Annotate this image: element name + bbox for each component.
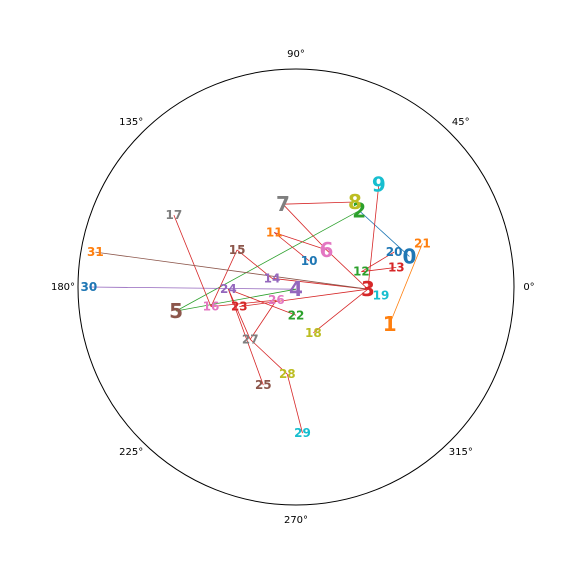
angle-tick-label: 90° [287,49,305,60]
link-line [282,201,355,205]
link-line [273,232,310,262]
link-line [228,289,264,386]
point-label: 25 [255,378,272,392]
point-label: 2 [352,199,366,223]
link-line [326,249,369,290]
point-label: 20 [386,245,403,259]
link-line [95,251,368,290]
link-line [228,289,251,340]
link-line [173,214,212,307]
angle-tick-label: 180° [51,282,75,293]
point-label: 28 [279,367,296,381]
link-line [210,249,238,307]
link-line [176,288,297,312]
angle-tick-labels: 0° 45° 90° 135° 180° 225° 270° 315° [51,49,535,526]
link-line [175,210,360,312]
point-label: 8 [348,190,362,214]
point-label: 0 [402,245,416,269]
point-label: 22 [288,308,305,322]
angle-tick-label: 225° [119,447,143,458]
point-label: 26 [268,293,285,307]
link-line [210,299,277,307]
link-line [286,374,303,434]
point-label: 4 [289,277,303,301]
point-label: 1 [383,312,397,336]
point-label: 9 [372,173,386,197]
link-line [274,232,327,251]
link-line [236,249,273,279]
angle-tick-label: 45° [452,117,470,128]
link-line [389,243,423,325]
point-label: 21 [414,236,431,250]
link-line [358,210,410,257]
point-label: 6 [320,238,334,262]
link-line [282,203,327,251]
point-label: 12 [353,265,370,279]
point-label: 31 [87,245,104,259]
point-label: 13 [388,260,405,274]
angle-tick-label: 270° [284,515,308,526]
point-label: 11 [266,226,283,240]
point-label: 3 [361,277,375,301]
link-line [367,184,380,290]
link-line [228,288,297,316]
point-label: 15 [229,243,246,257]
point-label: 5 [169,299,183,323]
link-line [249,339,288,375]
link-line [361,267,397,273]
point-label: 29 [294,426,311,440]
link-line [249,299,277,340]
point-label: 14 [264,271,281,285]
polar-axis-circle [77,68,515,506]
point-label: 24 [220,282,237,296]
point-label: 10 [301,254,318,268]
point-label: 23 [231,300,248,314]
point-label: 27 [242,332,259,346]
link-line [361,251,395,273]
point-label: 7 [276,192,290,216]
link-line [239,288,368,307]
point-label: 17 [166,208,183,222]
angle-tick-label: 135° [119,117,143,128]
point-label: 19 [373,289,390,303]
point-label: 30 [81,280,98,294]
point-label: 18 [305,326,322,340]
point-label: 16 [203,300,220,314]
link-line [88,286,297,290]
angle-tick-label: 315° [449,447,473,458]
link-lines [88,184,423,434]
angle-tick-label: 0° [523,282,534,293]
link-line [313,288,369,334]
